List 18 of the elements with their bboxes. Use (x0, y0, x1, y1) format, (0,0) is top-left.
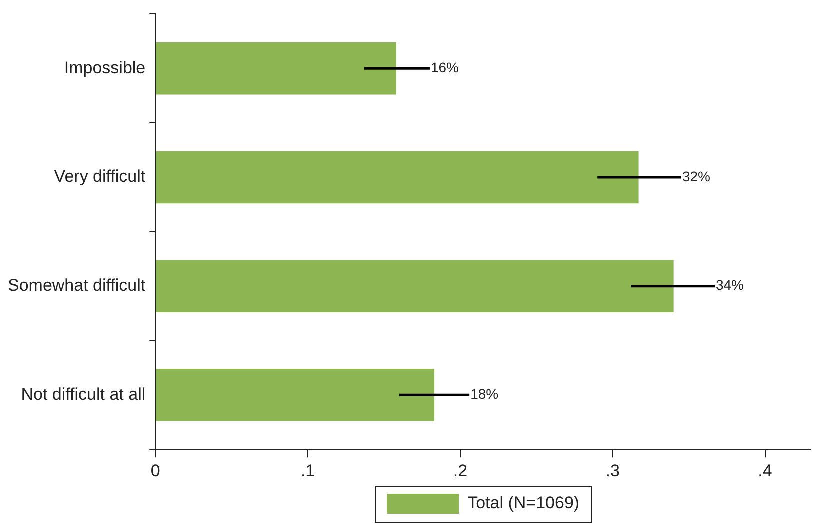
bar (156, 260, 674, 312)
data-label: 18% (470, 386, 499, 402)
legend-label: Total (N=1069) (468, 494, 580, 513)
y-tick-label: Somewhat difficult (8, 276, 146, 296)
y-tick-label: Very difficult (54, 167, 146, 186)
x-tick-label: .3 (606, 461, 620, 480)
y-tick-label: Impossible (64, 58, 146, 78)
bar (156, 151, 639, 204)
data-label: 32% (682, 168, 710, 184)
bar (156, 369, 435, 422)
x-tick-label: .4 (758, 461, 772, 480)
data-label: 34% (716, 277, 744, 294)
y-tick-label: Not difficult at all (21, 384, 146, 404)
bar (156, 42, 396, 95)
data-label: 16% (430, 59, 460, 76)
x-tick-label: .1 (300, 461, 316, 480)
x-tick-label: .2 (453, 461, 468, 480)
x-tick-label: 0 (150, 461, 160, 480)
